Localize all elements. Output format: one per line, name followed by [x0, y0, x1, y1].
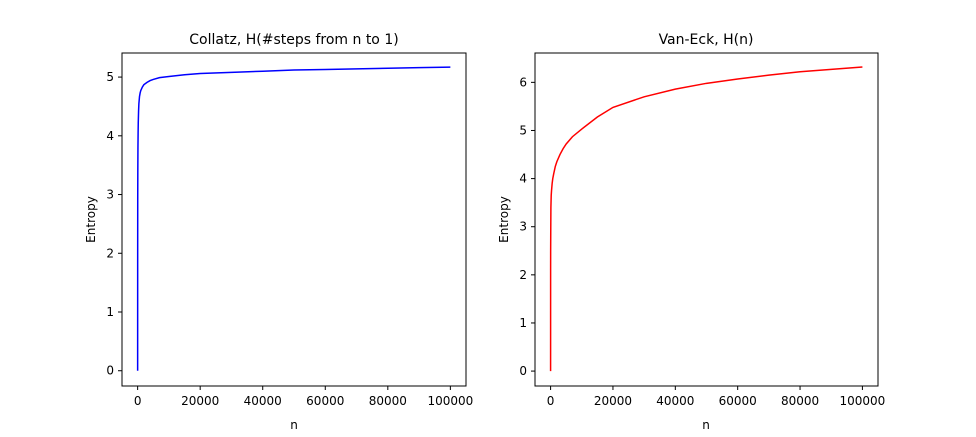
y-axis-label: Entropy — [84, 196, 98, 243]
x-tick-label: 40000 — [244, 394, 282, 408]
x-tick-label: 0 — [547, 394, 555, 408]
axes-frame — [534, 52, 879, 387]
y-tick-label: 1 — [519, 316, 527, 330]
y-tick-label: 6 — [519, 75, 527, 89]
x-tick-label: 0 — [134, 394, 142, 408]
x-tick-label: 20000 — [594, 394, 632, 408]
x-tick-label: 100000 — [427, 394, 473, 408]
chart-collatz: Collatz, H(#steps from n to 1) 0 20000 400… — [84, 32, 473, 432]
y-axis-label: Entropy — [497, 196, 511, 243]
x-tick-label: 80000 — [369, 394, 407, 408]
y-tick-label: 3 — [106, 188, 114, 202]
y-tick-label: 3 — [519, 220, 527, 234]
y-tick-label: 2 — [519, 268, 527, 282]
x-axis-label: n — [702, 418, 710, 432]
y-tick-label: 1 — [106, 305, 114, 319]
x-axis-label: n — [290, 418, 298, 432]
y-tick-label: 5 — [519, 123, 527, 137]
x-tick-label: 60000 — [719, 394, 757, 408]
chart-van-eck: Van-Eck, H(n) 0 20000 40000 60000 80000 10000… — [497, 32, 885, 432]
x-tick-label: 20000 — [181, 394, 219, 408]
chart-title: Collatz, H(#steps from n to 1) — [189, 32, 398, 48]
chart-title: Van-Eck, H(n) — [659, 32, 754, 48]
series-line-van-eck — [549, 66, 863, 372]
y-tick-label: 0 — [106, 364, 114, 378]
x-tick-label: 100000 — [840, 394, 886, 408]
y-tick-label: 4 — [519, 172, 527, 186]
x-tick-label: 80000 — [781, 394, 819, 408]
y-tick-label: 0 — [519, 364, 527, 378]
y-tick-label: 5 — [106, 70, 114, 84]
y-tick-label: 2 — [106, 246, 114, 260]
axes-frame — [121, 52, 467, 387]
series-line-collatz — [136, 66, 451, 371]
x-tick-label: 60000 — [306, 394, 344, 408]
y-tick-label: 4 — [106, 129, 114, 143]
x-tick-label: 40000 — [656, 394, 694, 408]
